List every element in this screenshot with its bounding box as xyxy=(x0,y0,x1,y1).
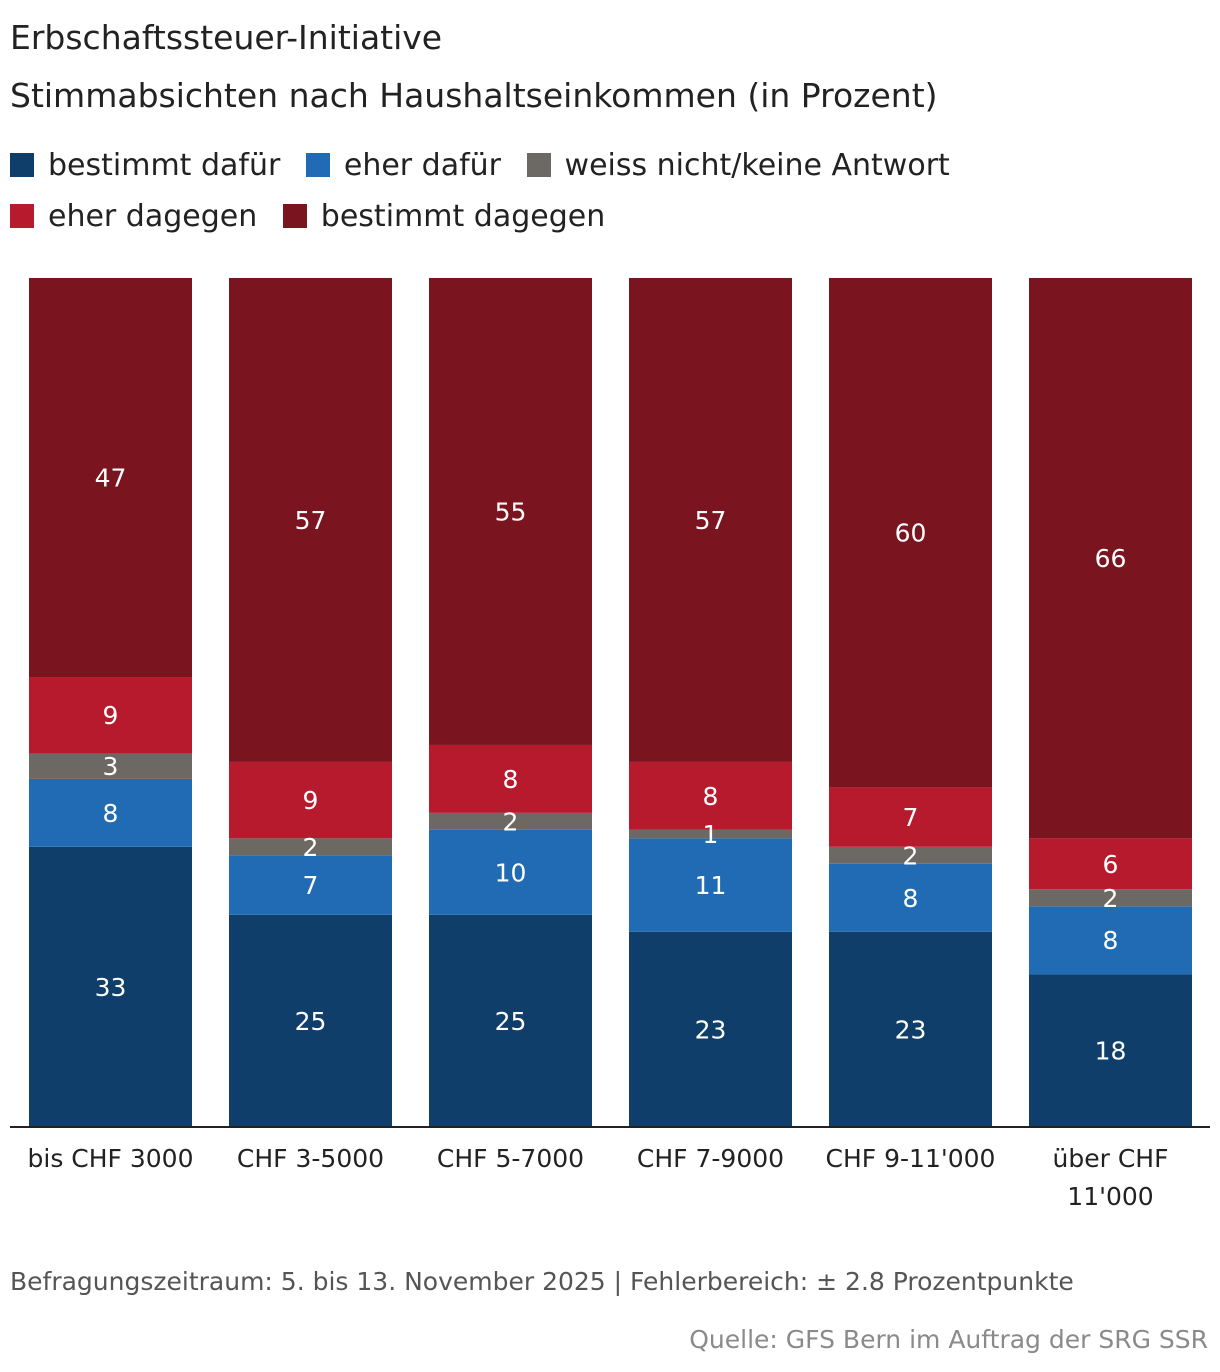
legend-swatch xyxy=(282,204,307,228)
data-label: 2 xyxy=(1103,884,1119,913)
legend-label: eher dafür xyxy=(343,148,501,183)
source-note: Quelle: GFS Bern im Auftrag der SRG SSR xyxy=(689,1325,1208,1354)
bar-segment xyxy=(229,761,392,839)
data-label: 2 xyxy=(303,833,319,862)
bar-segment xyxy=(229,914,392,1127)
data-label: 60 xyxy=(895,519,927,548)
legend: bestimmt dafür eher dafür weiss nicht/ke… xyxy=(10,140,1200,242)
data-label: 66 xyxy=(1095,544,1127,573)
bar-segment xyxy=(1029,278,1192,839)
x-tick-label: CHF 3-5000 xyxy=(237,1144,384,1173)
data-label: 3 xyxy=(103,752,119,781)
bar-segment xyxy=(229,278,392,762)
bar-segment xyxy=(829,846,992,864)
legend-swatch xyxy=(10,204,34,228)
legend-item-bestimmt-dagegen: bestimmt dagegen xyxy=(282,191,606,242)
data-label: 8 xyxy=(903,884,919,913)
data-label: 23 xyxy=(695,1015,727,1044)
bar-segment xyxy=(829,931,992,1127)
legend-label: bestimmt dafür xyxy=(48,148,281,183)
bar-segment xyxy=(829,787,992,847)
bar-segment xyxy=(429,744,592,813)
bar-segment xyxy=(29,753,192,779)
bar-segment xyxy=(229,855,392,915)
bar-segment xyxy=(1029,974,1192,1127)
data-label: 23 xyxy=(895,1015,927,1044)
legend-item-eher-dagegen: eher dagegen xyxy=(10,191,257,242)
data-label: 8 xyxy=(1103,926,1119,955)
legend-item-weiss-nicht: weiss nicht/keine Antwort xyxy=(526,140,950,191)
legend-item-bestimmt-dafuer: bestimmt dafür xyxy=(10,140,280,191)
x-tick-label: CHF 5-7000 xyxy=(437,1144,584,1173)
bar-segment xyxy=(229,838,392,856)
data-label: 47 xyxy=(95,464,127,493)
data-label: 6 xyxy=(1103,850,1119,879)
x-tick-label: CHF 7-9000 xyxy=(637,1144,784,1173)
bar-segment xyxy=(629,278,792,762)
survey-period-note: Befragungszeitraum: 5. bis 13. November … xyxy=(10,1267,1074,1296)
legend-label: eher dagegen xyxy=(48,199,258,234)
bar-segment xyxy=(829,863,992,932)
data-label: 9 xyxy=(103,701,119,730)
data-label: 33 xyxy=(95,973,127,1002)
data-label: 2 xyxy=(903,841,919,870)
chart-title: Erbschaftssteuer-Initiative xyxy=(10,18,443,57)
data-label: 8 xyxy=(103,799,119,828)
data-label: 1 xyxy=(703,820,719,849)
data-label: 25 xyxy=(495,1007,527,1036)
bar-segment xyxy=(429,812,592,830)
data-label: 9 xyxy=(303,786,319,815)
legend-swatch xyxy=(10,153,34,177)
bar-segment xyxy=(429,278,592,745)
bar-segment xyxy=(629,761,792,830)
legend-swatch xyxy=(305,153,330,177)
bar-segment xyxy=(829,278,992,788)
data-label: 8 xyxy=(503,765,519,794)
bar-segment xyxy=(629,931,792,1127)
legend-label: weiss nicht/keine Antwort xyxy=(564,148,950,183)
bar-segment xyxy=(429,829,592,915)
bar-segment xyxy=(429,914,592,1127)
legend-swatch xyxy=(526,153,551,177)
x-tick-label: bis CHF 3000 xyxy=(28,1144,194,1173)
data-label: 7 xyxy=(903,803,919,832)
bar-segment xyxy=(1029,889,1192,907)
x-tick-label: über CHF 11'000 xyxy=(1053,1144,1169,1211)
data-label: 55 xyxy=(495,497,527,526)
bar-segment xyxy=(29,778,192,847)
data-label: 10 xyxy=(495,858,527,887)
bar-segment xyxy=(629,838,792,932)
data-label: 18 xyxy=(1095,1037,1127,1066)
data-label: 7 xyxy=(303,871,319,900)
chart-subtitle: Stimmabsichten nach Haushaltseinkommen (… xyxy=(10,76,938,115)
data-label: 8 xyxy=(703,782,719,811)
bar-segment xyxy=(1029,838,1192,890)
bar-segment xyxy=(1029,906,1192,975)
bar-segment xyxy=(29,278,192,678)
data-label: 57 xyxy=(695,506,727,535)
data-label: 2 xyxy=(503,807,519,836)
bar-segment xyxy=(629,829,792,839)
x-tick-label: CHF 9-11'000 xyxy=(826,1144,996,1173)
legend-label: bestimmt dagegen xyxy=(320,199,606,234)
data-label: 11 xyxy=(695,871,727,900)
data-label: 25 xyxy=(295,1007,327,1036)
bar-segment xyxy=(29,846,192,1127)
data-label: 57 xyxy=(295,506,327,535)
legend-item-eher-dafuer: eher dafür xyxy=(305,140,501,191)
bar-segment xyxy=(29,677,192,754)
